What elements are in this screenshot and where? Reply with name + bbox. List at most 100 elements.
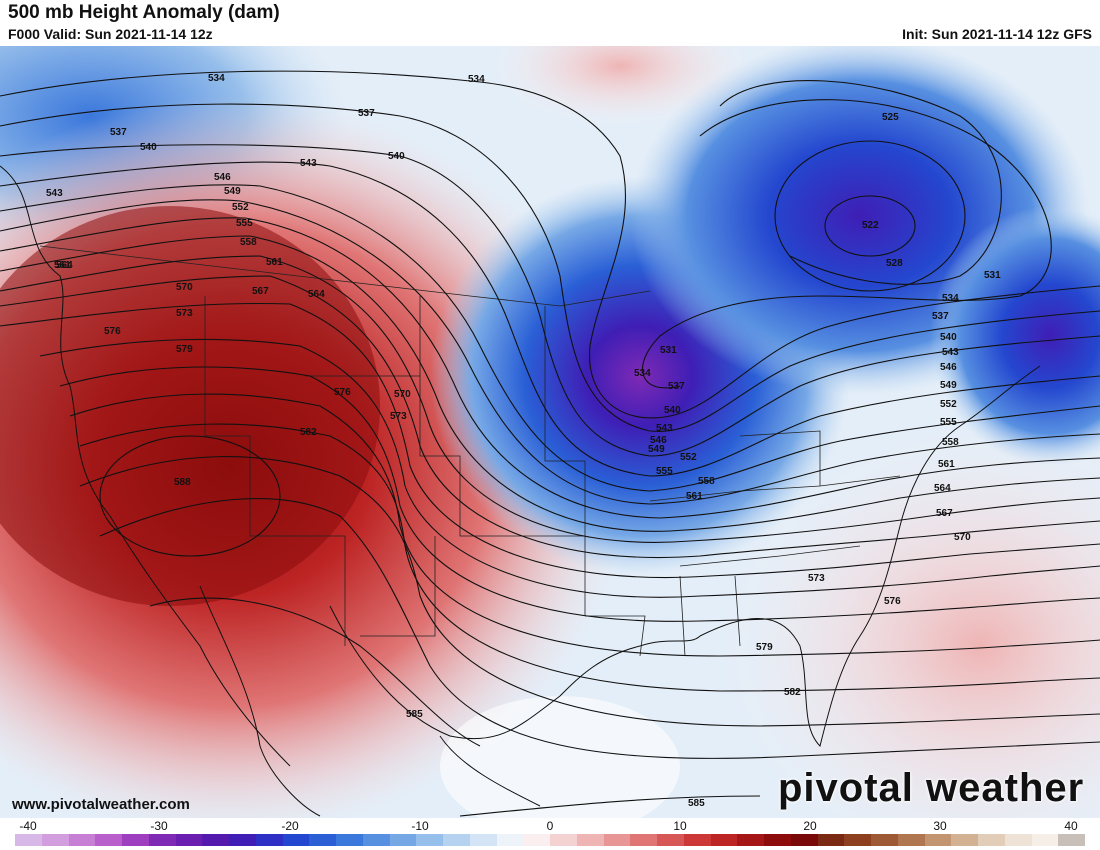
contour-label: 558 xyxy=(942,437,959,448)
colorbar-swatch xyxy=(924,834,952,846)
contour-543 xyxy=(0,161,1100,477)
contour-585-south xyxy=(459,795,761,817)
colorbar-tick: -10 xyxy=(411,819,429,833)
contour-label: 558 xyxy=(698,476,715,487)
contour-label: 528 xyxy=(886,258,903,269)
contour-label: 537 xyxy=(358,108,375,119)
colorbar-swatch xyxy=(336,834,363,846)
colorbar-swatch xyxy=(630,834,657,846)
contour-label: 564 xyxy=(934,483,951,494)
colorbar-tick: 20 xyxy=(803,819,817,833)
colorbar-swatch xyxy=(683,834,711,846)
contour-546 xyxy=(0,184,1100,492)
pivotal-weather-logo: pivotal weather xyxy=(778,766,1085,810)
colorbar-tick: -20 xyxy=(281,819,299,833)
colorbar-swatch xyxy=(148,834,176,846)
colorbar-tick: 0 xyxy=(546,819,554,833)
ridge-core-anomaly xyxy=(0,206,380,606)
contour-555 xyxy=(0,235,1100,532)
contour-label: 588 xyxy=(174,477,191,488)
contour-567 xyxy=(39,338,1100,598)
colorbar-tick: -40 xyxy=(19,819,37,833)
contour-label: 534 xyxy=(208,73,225,84)
contour-label: 540 xyxy=(940,332,957,343)
colorbar-swatch xyxy=(443,834,470,846)
contour-label: 534 xyxy=(634,368,651,379)
colorbar-swatch xyxy=(15,834,42,846)
contour-label: 555 xyxy=(940,417,957,428)
colorbar-swatch xyxy=(202,834,229,846)
colorbar-swatch xyxy=(710,834,738,846)
contour-576 xyxy=(79,423,1100,692)
contour-label: 576 xyxy=(884,596,901,607)
colorbar-swatch xyxy=(122,834,149,846)
map-title: 500 mb Height Anomaly (dam) xyxy=(8,2,280,23)
contour-label: 561 xyxy=(938,459,955,470)
contour-534 xyxy=(0,70,1100,419)
contour-label: 582 xyxy=(300,427,317,438)
colorbar-swatch xyxy=(362,834,390,846)
colorbar-tick: 40 xyxy=(1064,819,1078,833)
contour-label: 555 xyxy=(236,218,253,229)
contour-label: 561 xyxy=(686,491,703,502)
colorbar-swatch xyxy=(282,834,310,846)
contour-label: 564 xyxy=(308,289,325,300)
contour-label: 543 xyxy=(46,188,63,199)
contour-label: 570 xyxy=(394,389,411,400)
contour-label: 543 xyxy=(300,158,317,169)
contour-label: 564 xyxy=(56,260,73,271)
colorbar-tick: 10 xyxy=(673,819,687,833)
contour-label: 546 xyxy=(940,362,957,373)
contour-label: 537 xyxy=(110,127,127,138)
contour-label: 567 xyxy=(936,508,953,519)
contour-573 xyxy=(69,393,1100,657)
maritimes-low-anomaly xyxy=(930,206,1100,466)
colorbar-swatch xyxy=(1031,834,1059,846)
contour-label: 534 xyxy=(468,74,485,85)
colorbar-swatch xyxy=(41,834,69,846)
contour-label: 567 xyxy=(252,286,269,297)
contour-label: 522 xyxy=(862,220,879,231)
contour-label: 570 xyxy=(954,532,971,543)
header-bar: 500 mb Height Anomaly (dam) F000 Valid: … xyxy=(0,0,1100,46)
contour-579 xyxy=(79,456,1100,727)
colorbar-swatch xyxy=(764,834,791,846)
state-borders xyxy=(39,245,901,657)
contour-label: 549 xyxy=(648,444,665,455)
height-contours xyxy=(0,70,1100,817)
contour-label: 531 xyxy=(660,345,677,356)
colorbar-swatch xyxy=(523,834,550,846)
contour-label: 549 xyxy=(224,186,241,197)
contour-570 xyxy=(59,366,1100,622)
colorbar-swatch xyxy=(68,834,96,846)
colorbar-tick: -30 xyxy=(150,819,168,833)
contour-564 xyxy=(0,302,1100,579)
contour-label: 585 xyxy=(406,709,423,720)
init-time: Init: Sun 2021-11-14 12z GFS xyxy=(902,26,1092,42)
contour-label: 537 xyxy=(668,381,685,392)
height-anomaly-map: 522 525 528 531 531 534 534 534 534 537 … xyxy=(0,46,1100,818)
contour-label: 561 xyxy=(266,257,283,268)
colorbar-swatch xyxy=(496,834,524,846)
contour-label: 573 xyxy=(808,573,825,584)
contour-label: 558 xyxy=(240,237,257,248)
colorbar-swatch xyxy=(175,834,203,846)
contour-label: 546 xyxy=(650,435,667,446)
contour-label: 543 xyxy=(942,347,959,358)
contour-label: 579 xyxy=(176,344,193,355)
colorbar-ticks: -40 -30 -20 -10 0 10 20 30 40 xyxy=(0,818,1100,834)
colorbar-tick: 30 xyxy=(933,819,947,833)
colorbar-swatch xyxy=(871,834,898,846)
contour-label: 531 xyxy=(984,270,1001,281)
colorbar-swatch xyxy=(309,834,336,846)
colorbar-swatch xyxy=(469,834,497,846)
contour-label: 573 xyxy=(390,411,407,422)
contour-549 xyxy=(0,199,1100,505)
coastlines xyxy=(0,165,1041,817)
contour-537 xyxy=(0,103,1100,432)
contour-label: 579 xyxy=(756,642,773,653)
contour-561 xyxy=(0,275,1100,559)
colorbar-swatch xyxy=(897,834,925,846)
site-url: www.pivotalweather.com xyxy=(12,796,190,813)
contour-labels: 522 525 528 531 531 534 534 534 534 537 … xyxy=(46,73,1001,809)
